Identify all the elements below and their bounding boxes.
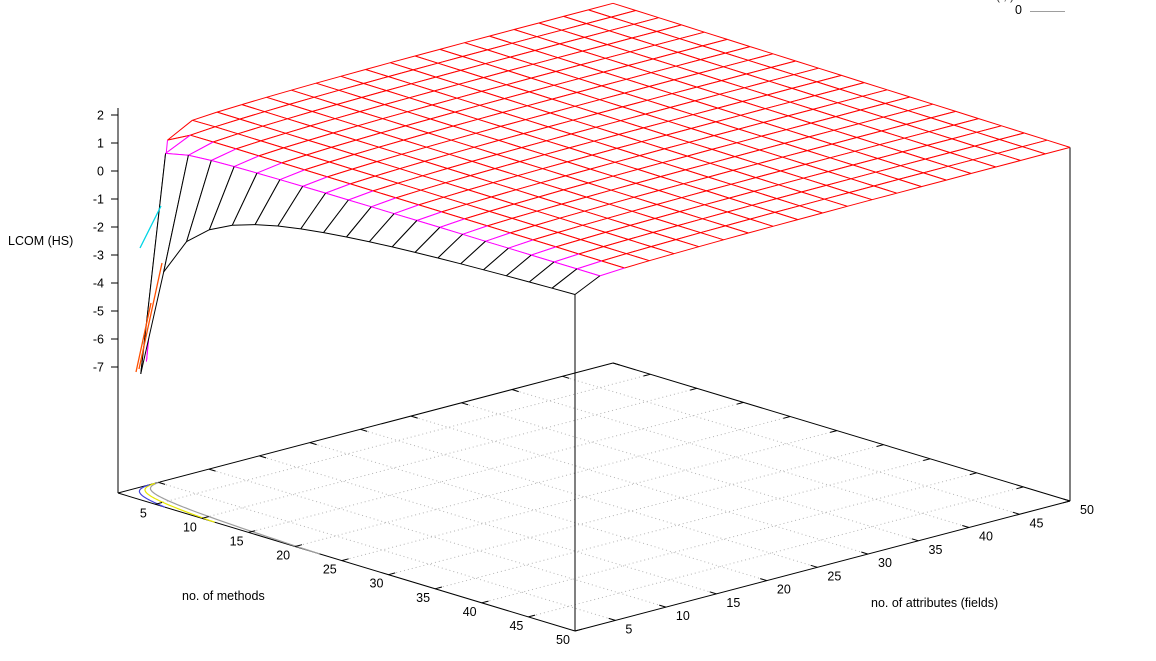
- cliff-segment: [135, 302, 152, 373]
- clipped-legend-entry: ( , ): [996, 0, 1046, 3]
- y-axis-title: no. of attributes (fields): [871, 596, 999, 610]
- tick-label: -7: [93, 361, 104, 375]
- tick-label: 45: [1030, 516, 1044, 530]
- tick-label: 5: [625, 622, 632, 636]
- tick-label: 35: [929, 543, 943, 557]
- surface-mesh: [140, 2, 1071, 374]
- tick-label: 50: [1080, 503, 1094, 517]
- tick-label: 25: [323, 563, 337, 577]
- x-axis-title: no. of methods: [182, 589, 265, 603]
- tick-label: 2: [97, 109, 104, 123]
- base-plane: [117, 362, 1071, 632]
- cliff-segment: [138, 262, 163, 370]
- tick-label: 10: [183, 520, 197, 534]
- tick-label: -6: [93, 333, 104, 347]
- tick-label: 50: [556, 633, 570, 647]
- tick-label: 1: [97, 137, 104, 151]
- tick-label: 0: [97, 165, 104, 179]
- tick-label: -2: [93, 221, 104, 235]
- tick-label: 30: [878, 556, 892, 570]
- tick-label: 25: [827, 569, 841, 583]
- tick-label: 10: [676, 609, 690, 623]
- tick-label: 5: [140, 506, 147, 520]
- base-contour-level--1: [144, 482, 215, 523]
- base-contour-level--3: [138, 484, 166, 508]
- tick-label: 15: [726, 596, 740, 610]
- z-axis-title: LCOM (HS): [8, 234, 74, 248]
- tick-label: 40: [979, 530, 993, 544]
- tick-label: 30: [370, 577, 384, 591]
- tick-label: 45: [509, 619, 523, 633]
- legend-entry-0-label: 0: [1015, 3, 1022, 17]
- tick-label: -5: [93, 305, 104, 319]
- cliff-segment: [139, 205, 162, 249]
- overlay-segments: [135, 205, 163, 373]
- tick-label: 35: [416, 591, 430, 605]
- tick-label: 40: [463, 605, 477, 619]
- tick-label: -1: [93, 193, 104, 207]
- tick-label: -3: [93, 249, 104, 263]
- tick-label: 15: [230, 534, 244, 548]
- legend-entry-0-line: [1030, 11, 1065, 12]
- tick-labels: 210-1-2-3-4-5-6-751015202530354045505101…: [93, 109, 1094, 648]
- tick-label: -4: [93, 277, 104, 291]
- axes: [111, 108, 1071, 632]
- clipped-legend-text: ( , ): [996, 0, 1046, 3]
- base-contour-level-0: [149, 481, 320, 555]
- tick-label: 20: [777, 583, 791, 597]
- base-contours: [138, 481, 320, 555]
- tick-label: 20: [276, 549, 290, 563]
